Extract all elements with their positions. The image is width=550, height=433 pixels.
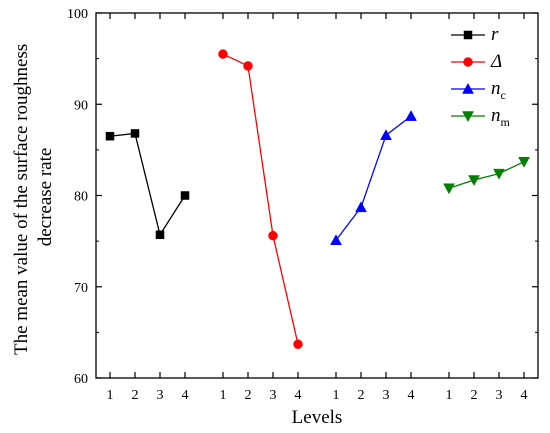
data-point: [268, 230, 278, 241]
x-tick-label: 3: [383, 388, 390, 403]
legend-label: Δ: [490, 51, 502, 72]
legend-label-subscript: m: [501, 115, 511, 129]
y-axis-title-line-2: decrease rate: [35, 148, 56, 247]
x-tick-label: 1: [107, 388, 114, 403]
x-tick-label: 1: [220, 388, 227, 403]
y-axis: 60 70 80 90 100: [67, 7, 538, 387]
x-tick-label: 2: [132, 388, 139, 403]
legend-label: nm: [491, 105, 511, 129]
legend-item: nm: [451, 105, 511, 129]
data-point: [155, 230, 165, 239]
data-point: [493, 168, 505, 180]
legend-marker: [463, 30, 473, 40]
x-tick-label: 1: [446, 388, 453, 403]
x-tick-label: 2: [358, 388, 365, 403]
series-nm: [443, 156, 530, 195]
plot-frame: [95, 12, 539, 379]
x-tick-label: 1: [333, 388, 340, 403]
data-point: [218, 49, 228, 59]
data-point: [468, 175, 480, 187]
legend-label-main: Δ: [490, 51, 502, 72]
legend-item: Δ: [451, 51, 502, 72]
data-point: [180, 191, 190, 200]
x-axis: 1 2 3 4 1 2 3 4 1 2 3 4 1 2 3 4: [107, 13, 528, 403]
x-tick-label: 4: [521, 388, 528, 403]
x-tick-label: 4: [408, 388, 415, 403]
legend-label-main: r: [491, 24, 499, 45]
legend-item: r: [451, 24, 499, 45]
y-tick-label: 100: [67, 7, 88, 22]
data-point: [105, 131, 115, 141]
data-point: [405, 110, 417, 121]
data-point: [380, 129, 392, 141]
series-layer: [105, 49, 530, 349]
x-tick-label: 2: [245, 388, 252, 403]
x-tick-label: 3: [496, 388, 503, 403]
series-nc: [330, 110, 417, 245]
data-point: [130, 129, 140, 138]
data-point: [443, 183, 455, 195]
data-point: [293, 339, 303, 349]
x-tick-label: 3: [157, 388, 164, 403]
y-tick-label: 80: [74, 190, 88, 205]
legend-label-main: n: [491, 78, 501, 99]
series-line: [335, 115, 412, 241]
series-line: [448, 161, 525, 189]
data-point: [243, 61, 253, 71]
legend-marker: [462, 82, 474, 94]
x-tick-label: 4: [182, 388, 189, 403]
legend-label-subscript: c: [501, 88, 506, 102]
data-point: [330, 234, 342, 245]
y-tick-label: 60: [74, 372, 88, 387]
legend-marker: [463, 57, 473, 67]
x-tick-label: 4: [295, 388, 302, 403]
x-tick-label: 2: [471, 388, 478, 403]
series-line: [109, 132, 186, 237]
y-axis-title-line-1: The mean value of the surface roughness: [11, 44, 32, 355]
x-tick-label: 3: [270, 388, 277, 403]
x-axis-title: Levels: [292, 407, 343, 428]
series-Δ: [218, 49, 303, 349]
data-point: [355, 201, 367, 213]
data-point: [518, 156, 530, 168]
y-axis-title: The mean value of the surface roughness …: [11, 39, 56, 355]
y-tick-label: 70: [74, 281, 88, 296]
legend-item: nc: [451, 78, 506, 102]
legend-label: nc: [491, 78, 506, 102]
legend-label-main: n: [491, 105, 501, 126]
y-tick-label: 90: [74, 98, 88, 113]
series-r: [105, 129, 190, 239]
series-line: [222, 53, 299, 345]
legend-label: r: [491, 24, 499, 45]
legend-marker: [462, 111, 474, 123]
